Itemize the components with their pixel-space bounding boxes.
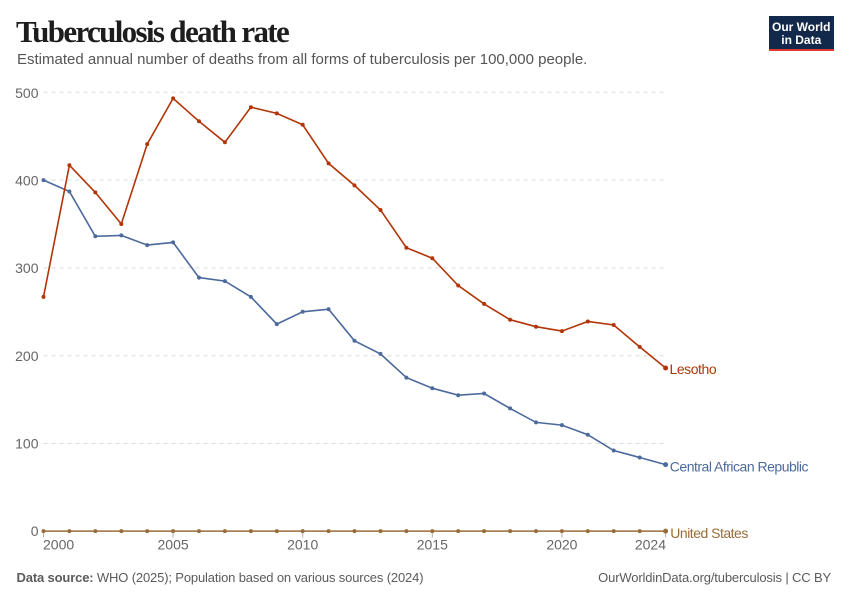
svg-text:500: 500 <box>15 85 39 101</box>
svg-text:2010: 2010 <box>287 537 318 553</box>
svg-text:100: 100 <box>15 436 39 452</box>
svg-text:0: 0 <box>31 523 39 539</box>
svg-text:400: 400 <box>15 173 39 189</box>
svg-text:300: 300 <box>15 260 39 276</box>
svg-text:Central African Republic: Central African Republic <box>670 459 809 475</box>
svg-text:United States: United States <box>670 525 748 541</box>
svg-text:2020: 2020 <box>546 537 577 553</box>
svg-text:2015: 2015 <box>417 537 448 553</box>
svg-text:2005: 2005 <box>158 537 189 553</box>
svg-text:2000: 2000 <box>43 537 74 553</box>
svg-text:200: 200 <box>15 348 39 364</box>
svg-text:Lesotho: Lesotho <box>670 361 717 377</box>
svg-text:2024: 2024 <box>635 537 666 553</box>
